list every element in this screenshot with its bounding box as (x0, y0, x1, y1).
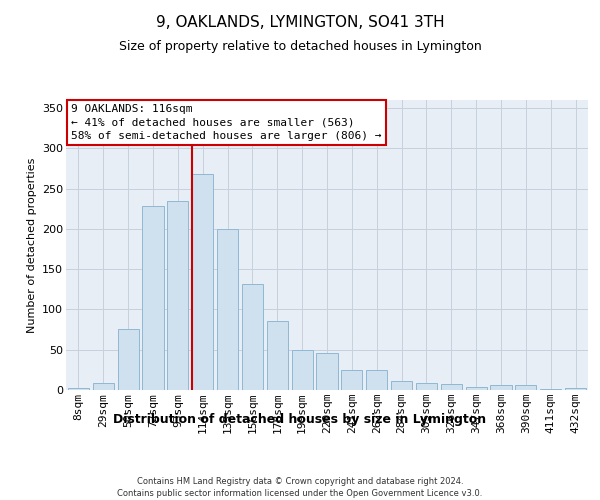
Bar (515, 385, 536, 390)
Bar (142, 206, 164, 390)
Bar (93, 383, 114, 390)
Bar (267, 320, 288, 390)
Bar (540, 389, 561, 390)
Bar (292, 350, 313, 390)
Bar (217, 229, 238, 390)
Bar (565, 388, 586, 390)
Bar (391, 381, 412, 390)
Bar (416, 383, 437, 390)
Bar (68, 388, 89, 390)
Bar (341, 370, 362, 390)
Bar (242, 284, 263, 390)
Text: 9, OAKLANDS, LYMINGTON, SO41 3TH: 9, OAKLANDS, LYMINGTON, SO41 3TH (155, 15, 445, 30)
Bar (192, 174, 213, 390)
Bar (167, 200, 188, 390)
Text: Contains HM Land Registry data © Crown copyright and database right 2024.
Contai: Contains HM Land Registry data © Crown c… (118, 476, 482, 498)
Bar (490, 385, 512, 390)
Bar (316, 353, 338, 390)
Text: 9 OAKLANDS: 116sqm
← 41% of detached houses are smaller (563)
58% of semi-detach: 9 OAKLANDS: 116sqm ← 41% of detached hou… (71, 104, 382, 141)
Text: Distribution of detached houses by size in Lymington: Distribution of detached houses by size … (113, 412, 487, 426)
Bar (466, 387, 487, 390)
Bar (441, 384, 462, 390)
Bar (366, 370, 387, 390)
Y-axis label: Number of detached properties: Number of detached properties (26, 158, 37, 332)
Bar (118, 329, 139, 390)
Text: Size of property relative to detached houses in Lymington: Size of property relative to detached ho… (119, 40, 481, 53)
